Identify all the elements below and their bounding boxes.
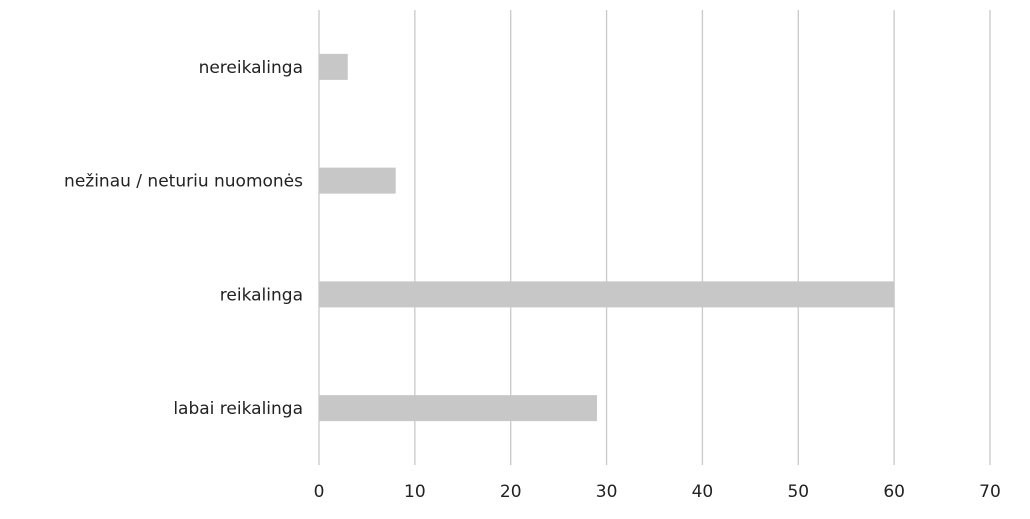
category-label-3: reikalinga [220, 285, 303, 305]
category-label-4: labai reikalinga [173, 399, 303, 419]
bar-2 [319, 167, 396, 194]
bar-1 [319, 53, 348, 80]
x-tick-label-30: 30 [596, 482, 618, 502]
gridlines [318, 10, 991, 465]
bar-3 [319, 281, 895, 308]
x-tick-label-40: 40 [692, 482, 714, 502]
x-tick-label-20: 20 [500, 482, 522, 502]
x-tick-label-0: 0 [314, 482, 325, 502]
category-labels: nereikalinga nežinau / neturiu nuomonės re… [64, 58, 303, 419]
bar-4 [319, 395, 597, 422]
x-tick-label-50: 50 [787, 482, 809, 502]
x-tick-label-60: 60 [883, 482, 905, 502]
x-axis-ticks: 0 10 20 30 40 50 60 70 [314, 482, 1001, 502]
category-label-2: nežinau / neturiu nuomonės [64, 172, 303, 192]
bars [319, 53, 895, 422]
category-label-1: nereikalinga [199, 58, 303, 78]
x-tick-label-10: 10 [404, 482, 426, 502]
x-tick-label-70: 70 [979, 482, 1001, 502]
